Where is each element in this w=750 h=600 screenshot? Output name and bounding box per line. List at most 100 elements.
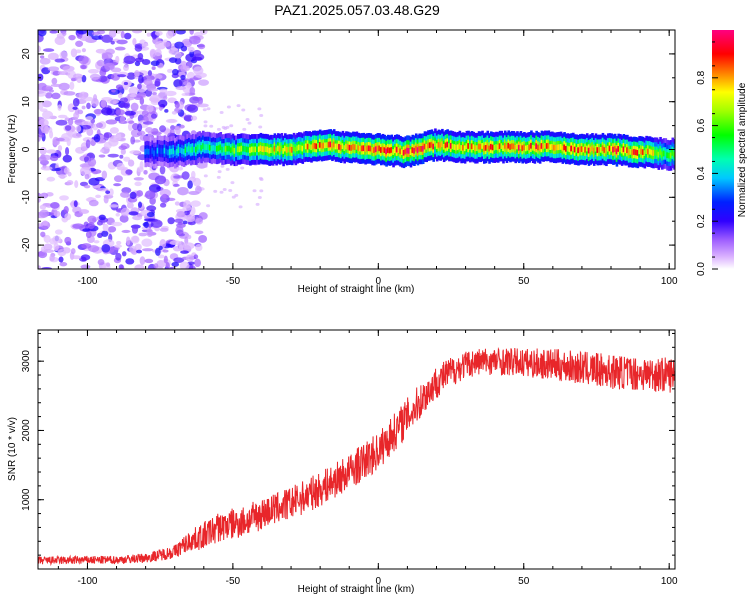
spectrogram-ridge-cell — [245, 146, 249, 153]
spectrogram-ridge-cell — [558, 144, 561, 151]
spectrogram-ridge-cell — [589, 146, 593, 153]
spectrogram-ridge-cell — [158, 147, 161, 154]
spectrogram-noise-blob — [247, 121, 252, 125]
spectrogram-noise-blob — [134, 181, 142, 187]
snr-series-line — [38, 347, 675, 567]
spectrogram-ridge-cell — [634, 149, 638, 156]
spectrogram-ridge-cell — [582, 146, 586, 153]
spectrogram-ridge-cell — [202, 143, 205, 149]
spectrogram-ridge-cell — [669, 152, 673, 159]
y-tick-label: 3000 — [21, 350, 32, 373]
spectrogram-ridge-cell — [596, 147, 600, 153]
spectrogram-ridge-cell — [545, 143, 549, 149]
spectrogram-ridge-cell — [488, 145, 491, 152]
spectrogram-noise-blob — [181, 171, 190, 180]
spectrogram-noise-blob — [236, 104, 241, 108]
spectrogram-noise-blob — [195, 217, 204, 225]
spectrogram-noise-blob — [57, 145, 63, 152]
spectrogram-noise-blob — [157, 254, 165, 259]
spectrogram-noise-blob — [175, 225, 184, 235]
spectrogram-ridge-cell — [303, 143, 306, 150]
spectrogram-x-ticks: -100 -50 0 50 100 — [57, 30, 678, 287]
spectrogram-noise-blob — [129, 150, 141, 155]
spectrogram-ridge-cell — [315, 143, 319, 150]
spectrogram-ridge-cell — [193, 146, 196, 153]
spectrogram-noise-blob — [114, 46, 126, 51]
spectrogram-ridge-cell — [568, 146, 572, 153]
spectrogram-noise-blob — [101, 230, 109, 237]
spectrogram-noise-blob — [141, 109, 149, 117]
spectrogram-ridge-cell — [282, 148, 285, 154]
spectrogram-noise-blob — [231, 195, 236, 199]
spectrogram-noise-blob — [107, 226, 117, 233]
spectrogram-ridge-cell — [191, 146, 195, 153]
spectrogram-noise-blob — [195, 185, 202, 194]
spectrogram-ridge-cell — [505, 144, 509, 151]
spectrogram-noise-blob — [169, 240, 182, 246]
x-tick-label: -100 — [77, 576, 97, 587]
spectrogram-noise-blob — [146, 32, 151, 37]
spectrogram-ridge-cell — [599, 146, 603, 153]
spectrogram-noise-blob — [104, 62, 115, 71]
spectrogram-noise-blob — [197, 43, 206, 50]
spectrogram-noise-blob — [158, 245, 163, 251]
spectrogram-noise-blob — [181, 92, 190, 97]
spectrogram-ridge-cell — [266, 146, 270, 153]
spectrogram-ridge-cell — [205, 144, 209, 151]
spectrogram-ridge-cell — [577, 147, 580, 154]
spectrogram-ridge-cell — [348, 144, 352, 151]
spectrogram-noise-blob — [154, 30, 163, 36]
spectrogram-ridge-cell — [366, 145, 369, 152]
spectrogram-noise-blob — [136, 190, 144, 197]
x-tick-label: 0 — [376, 276, 382, 287]
spectrogram-ridge-cell — [605, 147, 608, 154]
spectrogram-noise-blob — [85, 231, 92, 239]
spectrogram-noise-blob — [213, 189, 218, 193]
spectrogram-ridge-cell — [496, 144, 500, 151]
spectrogram-noise-blob — [258, 125, 263, 129]
spectrogram-ridge-cell — [189, 147, 193, 153]
spectrogram-noise-blob — [67, 117, 74, 126]
spectrogram-noise-blob — [75, 40, 84, 47]
spectrogram-ridge-cell — [587, 147, 591, 154]
colorbar-tick-label: 0.4 — [696, 166, 707, 180]
spectrogram-noise-blob — [186, 82, 192, 89]
spectrogram-noise-blob — [78, 209, 90, 214]
spectrogram-noise-blob — [127, 159, 135, 167]
spectrogram-noise-blob — [105, 190, 111, 195]
spectrogram-ridge-cell — [552, 144, 556, 151]
spectrogram-noise-blob — [178, 124, 185, 129]
spectrogram-noise-blob — [257, 195, 262, 199]
y-tick-label: 0 — [21, 146, 32, 152]
spectrogram-noise-blob — [130, 136, 136, 145]
spectrogram-noise-blob — [123, 55, 136, 65]
spectrogram-noise-blob — [70, 248, 76, 255]
colorbar-gradient — [712, 30, 734, 269]
spectrogram-noise-blob — [48, 89, 55, 93]
y-tick-label: 2000 — [21, 419, 32, 442]
spectrogram-noise-blob — [209, 124, 214, 128]
spectrogram-ridge-cell — [458, 143, 462, 149]
spectrogram-noise-blob — [189, 96, 200, 104]
spectrogram-noise-blob — [119, 115, 126, 124]
spectrogram-noise-blob — [185, 254, 195, 262]
spectrogram-noise-blob — [81, 243, 92, 249]
spectrogram-noise-blob — [159, 125, 167, 133]
spectrogram-noise-blob — [98, 154, 106, 158]
spectrogram-ridge-cell — [210, 145, 214, 152]
spectrogram-ridge-cell — [160, 148, 163, 154]
spectrogram-ridge-cell — [537, 144, 540, 151]
spectrogram-noise-blob — [78, 55, 89, 65]
spectrogram-noise-blob — [137, 130, 146, 136]
spectrogram-ridge-cell — [359, 145, 362, 152]
spectrogram-ridge-cell — [666, 152, 669, 159]
spectrogram-noise-blob — [67, 171, 72, 177]
y-tick-label: 20 — [21, 48, 32, 60]
spectrogram-noise-blob — [163, 41, 171, 48]
spectrogram-ridge-cell — [207, 144, 210, 151]
spectrogram-noise-blob — [127, 120, 135, 124]
spectrogram-ridge-cell — [411, 147, 415, 153]
spectrogram-noise-blob — [161, 193, 168, 199]
spectrogram-noise-blob — [119, 214, 129, 223]
spectrogram-noise-blob — [255, 202, 260, 206]
